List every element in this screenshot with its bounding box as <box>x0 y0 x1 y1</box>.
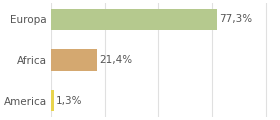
Bar <box>51 9 217 30</box>
Text: 21,4%: 21,4% <box>99 55 132 65</box>
Text: 1,3%: 1,3% <box>56 96 83 106</box>
Bar <box>51 90 53 111</box>
Text: 77,3%: 77,3% <box>220 14 253 24</box>
Bar <box>51 49 97 71</box>
